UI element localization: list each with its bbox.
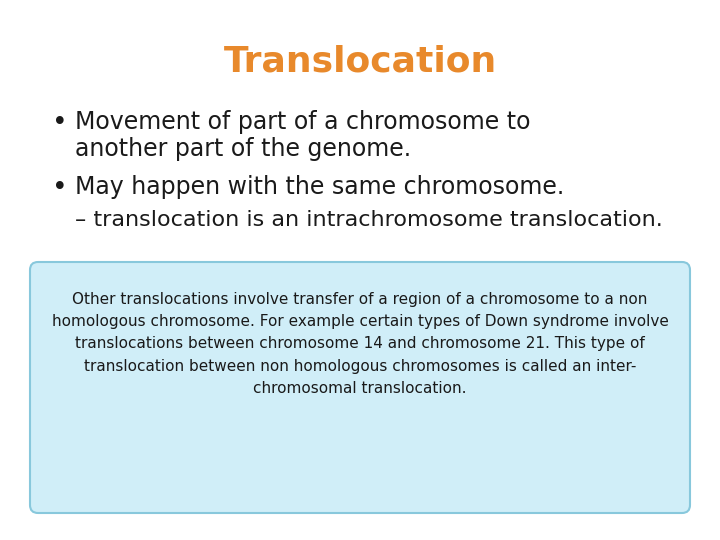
Text: •: • xyxy=(52,110,68,136)
Text: •: • xyxy=(52,175,68,201)
Text: – translocation is an intrachromosome translocation.: – translocation is an intrachromosome tr… xyxy=(75,210,662,230)
FancyBboxPatch shape xyxy=(30,262,690,513)
Text: May happen with the same chromosome.: May happen with the same chromosome. xyxy=(75,175,564,199)
Text: another part of the genome.: another part of the genome. xyxy=(75,137,411,161)
Text: Other translocations involve transfer of a region of a chromosome to a non
homol: Other translocations involve transfer of… xyxy=(52,292,668,396)
Text: Translocation: Translocation xyxy=(223,45,497,79)
Text: Movement of part of a chromosome to: Movement of part of a chromosome to xyxy=(75,110,531,134)
